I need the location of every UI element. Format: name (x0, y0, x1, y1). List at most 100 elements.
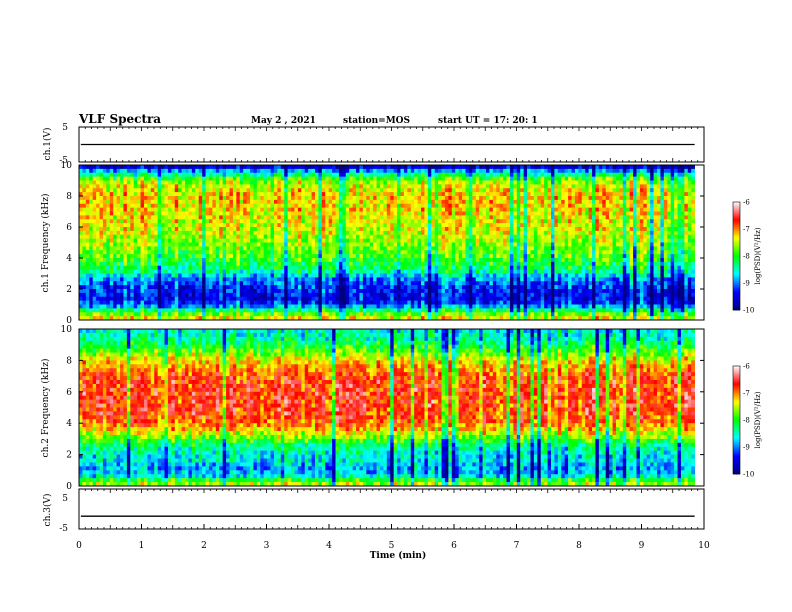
spectrogram-cell (356, 180, 360, 185)
spectrogram-cell (547, 219, 552, 224)
spectrogram-cell (304, 219, 309, 224)
spectrogram-cell (311, 207, 316, 212)
spectrogram-cell (427, 234, 432, 239)
spectrogram-cell (342, 165, 347, 170)
spectrogram-cell (263, 265, 268, 270)
spectrogram-cell (653, 250, 658, 255)
spectrogram-cell (147, 180, 152, 185)
spectrogram-cell (208, 227, 213, 232)
spectrogram-cell (304, 203, 309, 208)
spectrogram-cell (342, 184, 347, 189)
spectrogram-cell (458, 196, 463, 201)
spectrogram-cell (318, 196, 323, 201)
spectrogram-cell (626, 219, 630, 224)
spectrogram-cell (646, 250, 651, 255)
spectrogram-cell (229, 199, 234, 205)
spectrogram-cell (349, 246, 353, 251)
spectrogram-cell (509, 223, 514, 228)
spectrogram-cell (520, 165, 524, 170)
spectrogram-cell (554, 211, 559, 216)
spectrogram-cell (150, 227, 155, 232)
spectrogram-cell (397, 172, 401, 177)
spectrogram-cell (366, 265, 371, 270)
spectrogram-cell (691, 199, 695, 205)
spectrogram-cell (509, 230, 514, 236)
spectrogram-cell (479, 261, 483, 267)
spectrogram-cell (615, 223, 620, 228)
spectrogram-cell (366, 184, 371, 189)
spectrogram-cell (167, 184, 172, 189)
spectrogram-cell (667, 230, 672, 236)
spectrogram-cell (349, 230, 353, 236)
spectrogram-cell (564, 234, 569, 239)
spectrogram-cell (109, 223, 114, 228)
spectrogram-cell (157, 219, 162, 224)
spectrogram-cell (670, 168, 675, 174)
spectrogram-cell (554, 188, 559, 193)
spectrogram-cell (639, 261, 644, 267)
spectrogram-cell (109, 238, 114, 243)
spectrogram-cell (335, 238, 340, 243)
spectrogram-cell (605, 165, 610, 170)
spectrogram-cell (195, 165, 200, 170)
spectrogram-cell (342, 207, 347, 212)
spectrogram-cell (650, 199, 654, 205)
spectrogram-cell (547, 242, 552, 247)
spectrogram-cell (325, 234, 330, 239)
spectrogram-cell (137, 184, 141, 189)
spectrogram-cell (345, 172, 350, 177)
spectrogram-cell (633, 184, 637, 189)
spectrogram-cell (660, 211, 665, 216)
spectrogram-cell (667, 203, 672, 208)
spectrogram-cell (280, 258, 285, 263)
spectrogram-cell (314, 168, 319, 174)
spectrogram-cell (458, 254, 463, 259)
spectrogram-cell (431, 234, 436, 239)
spectrogram-cell (287, 223, 292, 228)
spectrogram-cell (273, 196, 278, 201)
spectrogram-cell (362, 246, 367, 251)
spectrogram-cell (243, 207, 247, 212)
spectrogram-cell (96, 180, 100, 185)
spectrogram-cell (540, 258, 545, 263)
spectrogram-cell (106, 261, 111, 267)
spectrogram-cell (229, 203, 234, 208)
spectrogram-cell (82, 188, 87, 193)
spectrogram-cell (492, 261, 497, 267)
spectrogram-cell (167, 230, 172, 236)
spectrogram-cell (383, 219, 388, 224)
spectrogram-cell (609, 250, 613, 255)
spectrogram-cell (198, 192, 203, 197)
spectrogram-cell (123, 188, 128, 193)
spectrogram-cell (342, 192, 347, 197)
spectrogram-cell (462, 230, 466, 236)
spectrogram-cell (643, 230, 648, 236)
spectrogram-cell (304, 258, 309, 263)
spectrogram-cell (496, 246, 501, 251)
spectrogram-cell (102, 254, 107, 259)
spectrogram-cell (612, 165, 617, 170)
spectrogram-cell (79, 238, 83, 243)
spectrogram-cell (113, 176, 117, 181)
spectrogram-cell (267, 261, 271, 267)
spectrogram-cell (239, 250, 244, 255)
spectrogram-cell (349, 254, 353, 259)
spectrogram-cell (167, 223, 172, 228)
spectrogram-cell (167, 258, 172, 263)
spectrogram-cell (639, 172, 644, 177)
spectrogram-cell (421, 234, 425, 239)
spectrogram-cell (674, 207, 678, 212)
spectrogram-cell (691, 234, 695, 239)
spectrogram-cell (612, 258, 617, 263)
spectrogram-cell (352, 250, 357, 255)
spectrogram-cell (246, 234, 251, 239)
spectrogram-cell (181, 246, 186, 251)
spectrogram-cell (554, 207, 559, 212)
spectrogram-cell (143, 199, 148, 205)
spectrogram-cell (660, 242, 665, 247)
spectrogram-cell (123, 192, 128, 197)
spectrogram-cell (626, 261, 630, 267)
spectrogram-cell (157, 242, 162, 247)
spectrogram-cell (544, 192, 548, 197)
spectrogram-cell (321, 211, 326, 216)
